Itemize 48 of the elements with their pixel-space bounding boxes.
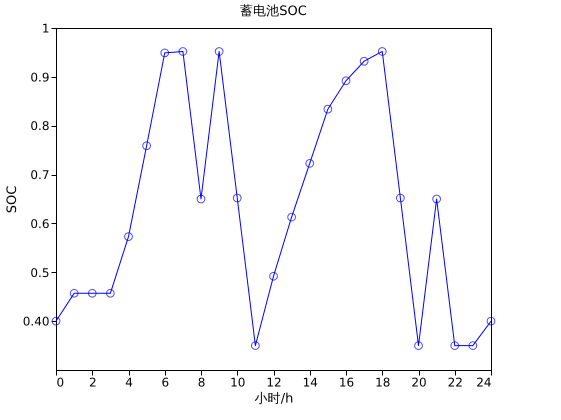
point	[324, 104, 332, 114]
point	[414, 341, 423, 350]
point	[251, 341, 260, 350]
y-axis-title: SOC	[4, 186, 20, 214]
y-tick-label: 0.5	[30, 266, 50, 280]
point	[305, 158, 314, 168]
point	[52, 316, 60, 326]
point	[486, 316, 496, 326]
point	[287, 212, 296, 222]
point	[342, 76, 350, 86]
x-tick-label: 16	[338, 376, 354, 390]
point	[432, 194, 441, 204]
x-tick-label: 14	[302, 376, 318, 390]
x-tick-label: 18	[375, 376, 390, 390]
x-tick-label: 12	[266, 376, 282, 390]
y-tick-label: 0.40	[22, 314, 50, 329]
y-tick-label: 1	[42, 22, 50, 36]
point	[124, 232, 133, 241]
x-axis-title: 小时/h	[254, 392, 294, 406]
x-tick-label: 22	[448, 376, 463, 390]
point	[450, 341, 460, 350]
point	[88, 288, 97, 298]
x-tick-label: 0	[56, 376, 64, 390]
point	[214, 47, 224, 56]
x-tick-label: 8	[198, 376, 206, 390]
point	[378, 47, 387, 56]
x-tick-label: 2	[88, 376, 97, 390]
point	[106, 288, 115, 298]
y-tick-label: 0.8	[30, 119, 50, 134]
x-tick-label: 10	[230, 376, 246, 390]
point	[269, 272, 278, 281]
point	[396, 194, 405, 202]
point	[142, 141, 151, 150]
y-tick-label: 0.6	[30, 216, 50, 231]
point	[70, 288, 78, 298]
point	[360, 56, 368, 66]
x-tick-label: 4	[125, 376, 133, 390]
y-tick-label: 0.9	[30, 70, 50, 84]
chart-title: 蓄电池SOC	[240, 4, 307, 19]
x-tick-label: 20	[411, 376, 427, 390]
point	[468, 341, 478, 350]
point	[232, 194, 242, 202]
point	[160, 48, 170, 58]
y-tick-label: 0.7	[30, 168, 50, 182]
point	[196, 194, 206, 204]
x-tick-label: 24	[476, 376, 492, 390]
x-tick-label: 6	[161, 376, 170, 390]
point	[178, 47, 188, 56]
